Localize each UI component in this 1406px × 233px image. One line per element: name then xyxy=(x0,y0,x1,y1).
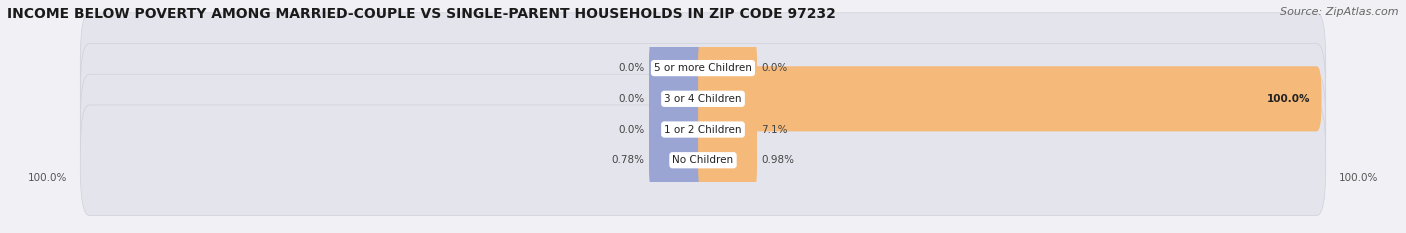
Text: INCOME BELOW POVERTY AMONG MARRIED-COUPLE VS SINGLE-PARENT HOUSEHOLDS IN ZIP COD: INCOME BELOW POVERTY AMONG MARRIED-COUPL… xyxy=(7,7,837,21)
Text: 7.1%: 7.1% xyxy=(761,124,787,134)
FancyBboxPatch shape xyxy=(650,66,707,131)
FancyBboxPatch shape xyxy=(80,13,1326,123)
FancyBboxPatch shape xyxy=(650,97,707,162)
FancyBboxPatch shape xyxy=(80,74,1326,185)
FancyBboxPatch shape xyxy=(699,128,756,193)
FancyBboxPatch shape xyxy=(699,97,756,162)
Text: 0.0%: 0.0% xyxy=(619,124,645,134)
Text: 5 or more Children: 5 or more Children xyxy=(654,63,752,73)
Text: 1 or 2 Children: 1 or 2 Children xyxy=(664,124,742,134)
Text: 3 or 4 Children: 3 or 4 Children xyxy=(664,94,742,104)
Text: 0.0%: 0.0% xyxy=(619,63,645,73)
Text: 0.98%: 0.98% xyxy=(761,155,794,165)
FancyBboxPatch shape xyxy=(699,66,1322,131)
FancyBboxPatch shape xyxy=(699,36,756,101)
FancyBboxPatch shape xyxy=(650,128,707,193)
FancyBboxPatch shape xyxy=(650,36,707,101)
FancyBboxPatch shape xyxy=(80,105,1326,216)
Text: 0.0%: 0.0% xyxy=(761,63,787,73)
Text: 0.78%: 0.78% xyxy=(612,155,645,165)
FancyBboxPatch shape xyxy=(80,44,1326,154)
Text: Source: ZipAtlas.com: Source: ZipAtlas.com xyxy=(1281,7,1399,17)
Text: 100.0%: 100.0% xyxy=(1339,173,1378,183)
Text: 0.0%: 0.0% xyxy=(619,94,645,104)
Text: 100.0%: 100.0% xyxy=(28,173,67,183)
Text: 100.0%: 100.0% xyxy=(1267,94,1310,104)
Text: No Children: No Children xyxy=(672,155,734,165)
